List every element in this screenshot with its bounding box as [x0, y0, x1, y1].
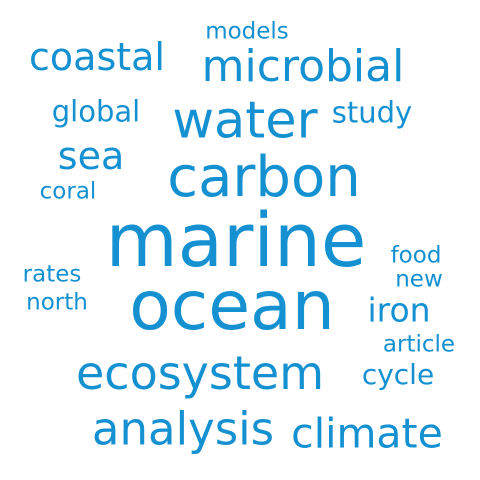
- word-iron: iron: [367, 290, 431, 330]
- word-analysis: analysis: [91, 402, 275, 456]
- word-article: article: [382, 331, 456, 358]
- word-food: food: [390, 242, 442, 269]
- word-coral: coral: [39, 178, 97, 205]
- word-ecosystem: ecosystem: [75, 346, 325, 400]
- word-models: models: [205, 18, 289, 45]
- word-ocean: ocean: [129, 267, 335, 346]
- word-carbon: carbon: [167, 145, 361, 210]
- word-climate: climate: [291, 409, 443, 458]
- word-rates: rates: [22, 261, 82, 288]
- word-coastal: coastal: [29, 35, 165, 79]
- word-global: global: [51, 94, 141, 129]
- word-study: study: [331, 95, 413, 130]
- word-water: water: [172, 91, 318, 151]
- word-microbial: microbial: [201, 41, 405, 92]
- word-north: north: [26, 289, 88, 316]
- word-sea: sea: [57, 134, 125, 178]
- word-marine: marine: [105, 198, 367, 284]
- word-new: new: [395, 266, 443, 293]
- word-cycle: cycle: [361, 358, 435, 391]
